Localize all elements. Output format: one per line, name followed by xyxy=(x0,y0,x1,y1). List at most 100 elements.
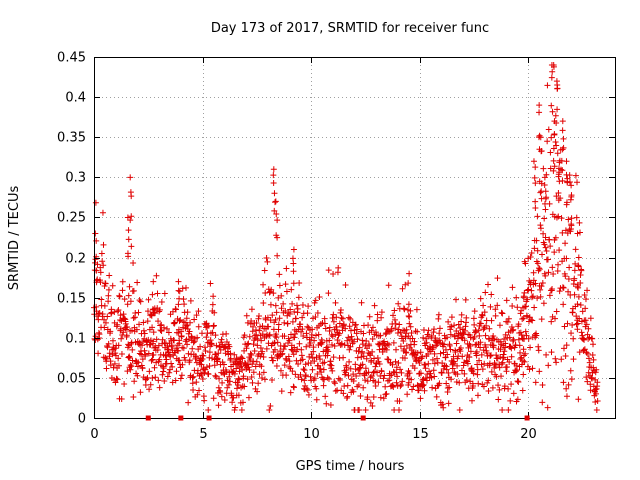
data-point xyxy=(534,213,541,220)
data-point xyxy=(297,321,304,328)
data-point xyxy=(383,390,390,397)
zero-markers xyxy=(145,415,530,421)
data-point xyxy=(466,354,473,361)
data-point xyxy=(281,362,288,369)
data-point xyxy=(521,358,528,365)
data-point xyxy=(492,362,499,369)
data-point xyxy=(171,319,178,326)
data-point xyxy=(155,318,162,325)
data-point xyxy=(156,356,163,363)
data-point xyxy=(271,190,278,197)
data-point xyxy=(508,345,515,352)
data-point xyxy=(240,373,247,380)
data-point xyxy=(233,365,240,372)
data-point xyxy=(369,324,376,331)
data-point xyxy=(157,327,164,334)
data-point xyxy=(218,336,225,343)
data-point xyxy=(414,328,421,335)
data-point xyxy=(555,190,562,197)
data-point xyxy=(341,342,348,349)
data-point xyxy=(270,179,277,186)
data-point xyxy=(395,300,402,307)
data-point xyxy=(328,341,335,348)
data-point xyxy=(283,356,290,363)
data-point xyxy=(563,158,570,165)
data-point xyxy=(99,310,106,317)
data-point xyxy=(452,296,459,303)
data-point xyxy=(541,182,548,189)
data-point xyxy=(194,367,201,374)
data-point xyxy=(571,291,578,298)
data-point xyxy=(365,322,372,329)
zero-marker xyxy=(206,415,212,421)
data-point xyxy=(257,344,264,351)
data-point xyxy=(97,269,104,276)
data-point xyxy=(184,309,191,316)
data-point xyxy=(342,325,349,332)
data-point xyxy=(593,406,600,413)
data-point xyxy=(311,358,318,365)
data-point xyxy=(496,364,503,371)
data-point xyxy=(460,362,467,369)
data-point xyxy=(325,375,332,382)
data-point xyxy=(533,332,540,339)
data-point xyxy=(188,334,195,341)
data-point xyxy=(144,308,151,315)
data-point xyxy=(376,360,383,367)
data-point xyxy=(344,393,351,400)
data-point xyxy=(539,399,546,406)
data-point xyxy=(102,280,109,287)
data-point xyxy=(239,366,246,373)
data-point xyxy=(587,381,594,388)
data-point xyxy=(471,321,478,328)
data-point xyxy=(276,271,283,278)
data-point xyxy=(497,338,504,345)
data-point xyxy=(363,338,370,345)
data-point xyxy=(524,313,531,320)
data-point xyxy=(514,304,521,311)
data-point xyxy=(548,318,555,325)
data-point xyxy=(368,327,375,334)
data-point xyxy=(541,241,548,248)
data-point xyxy=(558,356,565,363)
data-point xyxy=(543,247,550,254)
data-point xyxy=(532,198,539,205)
data-point xyxy=(152,374,159,381)
data-point xyxy=(238,406,245,413)
data-point xyxy=(447,346,454,353)
data-point xyxy=(197,343,204,350)
data-point xyxy=(509,337,516,344)
data-point xyxy=(303,343,310,350)
data-point xyxy=(540,300,547,307)
data-point xyxy=(536,109,543,116)
data-point xyxy=(513,294,520,301)
data-point xyxy=(289,255,296,262)
data-point xyxy=(149,374,156,381)
data-point xyxy=(580,347,587,354)
data-point xyxy=(227,350,234,357)
data-point xyxy=(278,292,285,299)
data-point xyxy=(343,395,350,402)
data-point xyxy=(95,316,102,323)
data-point xyxy=(150,278,157,285)
data-point xyxy=(304,323,311,330)
data-point xyxy=(261,376,268,383)
data-point xyxy=(563,255,570,262)
data-point xyxy=(377,394,384,401)
data-point xyxy=(559,127,566,134)
data-point xyxy=(492,312,499,319)
data-point xyxy=(136,321,143,328)
data-point xyxy=(549,108,556,115)
data-point xyxy=(367,352,374,359)
data-point xyxy=(206,362,213,369)
data-point xyxy=(564,175,571,182)
data-point xyxy=(488,317,495,324)
data-point xyxy=(490,342,497,349)
data-point xyxy=(593,366,600,373)
data-point xyxy=(505,315,512,322)
data-point xyxy=(158,327,165,334)
data-point xyxy=(346,358,353,365)
data-point xyxy=(531,245,538,252)
data-point xyxy=(452,349,459,356)
